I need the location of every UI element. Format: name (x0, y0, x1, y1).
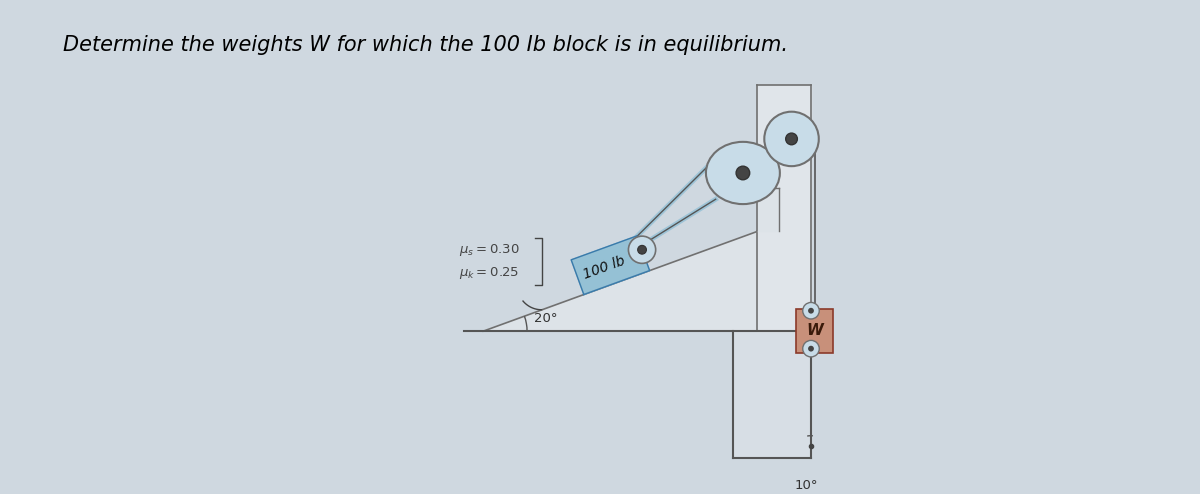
Polygon shape (484, 231, 757, 331)
Polygon shape (757, 188, 779, 231)
Polygon shape (757, 85, 811, 331)
Text: 20°: 20° (534, 312, 557, 326)
Circle shape (786, 133, 797, 145)
Circle shape (808, 308, 814, 314)
Text: 10°: 10° (794, 479, 818, 492)
Circle shape (637, 246, 647, 254)
Circle shape (808, 346, 814, 352)
Polygon shape (733, 331, 811, 457)
Text: $\mu_k = 0.25$: $\mu_k = 0.25$ (458, 265, 520, 281)
Polygon shape (571, 236, 649, 294)
Circle shape (803, 302, 820, 319)
Circle shape (803, 340, 820, 357)
Bar (797, 309, 833, 353)
Text: 100 lb: 100 lb (581, 253, 626, 282)
Circle shape (629, 236, 655, 263)
Text: $\mu_s = 0.30$: $\mu_s = 0.30$ (458, 243, 520, 258)
Circle shape (764, 112, 818, 166)
Circle shape (736, 166, 750, 180)
Text: Determine the weights W for which the 100 Ib block is in equilibrium.: Determine the weights W for which the 10… (64, 35, 788, 55)
Text: W: W (806, 323, 823, 338)
Ellipse shape (706, 142, 780, 204)
